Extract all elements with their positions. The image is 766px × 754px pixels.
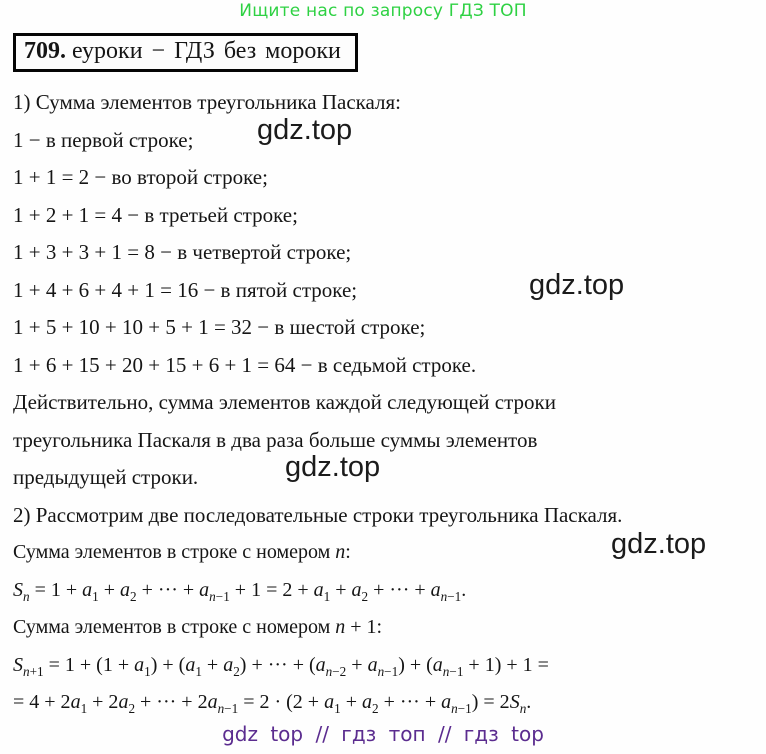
solution-line-8: 1 + 6 + 15 + 20 + 15 + 6 + 1 = 64 − в се… xyxy=(13,352,477,377)
solution-line-9: Действительно, сумма элементов каждой сл… xyxy=(13,390,556,414)
problem-title-text: еуроки − ГДЗ без мороки xyxy=(72,38,341,64)
solution-line-2: 1 − в первой строке; xyxy=(13,127,194,152)
formula-sum-row-n-plus-1-result: = 4 + 2a1 + 2a2 + ··· + 2an−1 = 2 · (2 +… xyxy=(13,691,532,716)
solution-line-4: 1 + 2 + 1 = 4 − в третьей строке; xyxy=(13,202,298,227)
promo-banner: Ищите нас по запросу ГДЗ ТОП xyxy=(239,1,527,21)
problem-title-box: 709. еуроки − ГДЗ без мороки xyxy=(13,33,358,72)
watermark-gdz-top-1: gdz.top xyxy=(257,114,353,146)
footer-links: gdz top // гдз топ // гдз top xyxy=(222,722,544,746)
solution-line-12: 2) Рассмотрим две последовательные строк… xyxy=(13,502,623,527)
solution-line-3: 1 + 1 = 2 − во второй строке; xyxy=(13,165,268,189)
watermark-gdz-top-4: gdz.top xyxy=(611,528,707,560)
solution-line-15: Сумма элементов в строке с номером n + 1… xyxy=(13,616,383,638)
watermark-gdz-top-2: gdz.top xyxy=(529,269,625,301)
watermark-gdz-top-3: gdz.top xyxy=(285,451,381,483)
solution-line-7: 1 + 5 + 10 + 10 + 5 + 1 = 32 − в шестой … xyxy=(13,315,426,339)
solution-line-1: 1) Сумма элементов треугольника Паскаля: xyxy=(13,90,402,114)
solution-line-5: 1 + 3 + 3 + 1 = 8 − в четвертой строке; xyxy=(13,240,352,264)
formula-sum-row-n-plus-1: Sn+1 = 1 + (1 + a1) + (a1 + a2) + ··· + … xyxy=(13,653,549,679)
formula-sum-row-n: Sn = 1 + a1 + a2 + ··· + an−1 + 1 = 2 + … xyxy=(13,578,467,604)
solution-line-11: предыдущей строки. xyxy=(13,465,199,489)
solution-line-13: Сумма элементов в строке с номером n: xyxy=(13,541,351,563)
solution-text: 1) Сумма элементов треугольника Паскаля:… xyxy=(13,84,766,722)
problem-number: 709. xyxy=(24,38,66,64)
solution-line-10: треугольника Паскаля в два раза больше с… xyxy=(13,427,538,452)
solution-line-6: 1 + 4 + 6 + 4 + 1 = 16 − в пятой строке; xyxy=(13,277,358,302)
